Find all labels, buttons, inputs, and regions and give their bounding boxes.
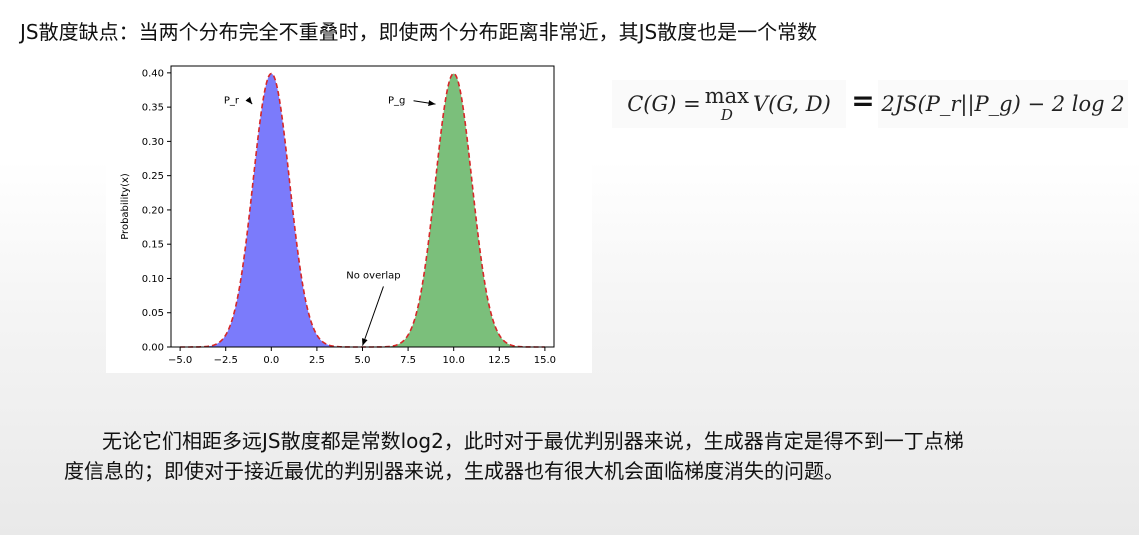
distribution-fills bbox=[183, 73, 542, 347]
slide-title: JS散度缺点：当两个分布完全不重叠时，即使两个分布距离非常近，其JS散度也是一个… bbox=[20, 20, 818, 44]
y-tick-label: 0.35 bbox=[142, 103, 164, 114]
y-tick-label: 0.20 bbox=[142, 205, 164, 216]
area-p-r bbox=[183, 73, 359, 347]
y-tick-label: 0.30 bbox=[142, 137, 164, 148]
formula-rhs: 2JS(P_r||P_g) − 2 log 2 bbox=[878, 80, 1128, 128]
max-label: max bbox=[704, 83, 749, 108]
distribution-plot: 0.00 0.05 0.10 0.15 0.20 0.25 0.30 0.35 0.40 −5.… bbox=[106, 62, 592, 373]
y-tick-label: 0.15 bbox=[142, 240, 164, 251]
plot-frame bbox=[170, 65, 555, 348]
max-operator: max D bbox=[704, 83, 749, 124]
x-axis-ticks: −5.0 −2.5 0.0 2.5 5.0 7.5 10.0 12.5 15.0 bbox=[168, 347, 556, 366]
formula-lhs: C(G) = max D V(G, D) bbox=[612, 80, 846, 128]
x-tick-label: 10.0 bbox=[443, 355, 465, 366]
explanation-paragraph: 无论它们相距多远JS散度都是常数log2，此时对于最优判别器来说，生成器肯定是得… bbox=[64, 426, 1084, 486]
density-curve bbox=[180, 72, 545, 348]
y-tick-label: 0.10 bbox=[142, 274, 164, 285]
y-tick-label: 0.05 bbox=[142, 308, 164, 319]
annotation-label: P_g bbox=[388, 96, 405, 107]
paragraph-line-1: 无论它们相距多远JS散度都是常数log2，此时对于最优判别器来说，生成器肯定是得… bbox=[102, 429, 964, 453]
x-tick-label: 5.0 bbox=[355, 355, 371, 366]
x-tick-label: 2.5 bbox=[309, 355, 325, 366]
formula-lhs-post: V(G, D) bbox=[753, 92, 831, 116]
x-tick-label: −5.0 bbox=[168, 355, 192, 366]
annotation-arrow bbox=[362, 286, 384, 346]
y-tick-label: 0.00 bbox=[142, 343, 164, 354]
y-axis-ticks: 0.00 0.05 0.10 0.15 0.20 0.25 0.30 0.35 0.40 bbox=[142, 68, 171, 354]
annotation-arrow bbox=[413, 100, 436, 107]
annotation-label: P_r bbox=[224, 96, 240, 107]
annotation-label: No overlap bbox=[346, 270, 400, 281]
y-tick-label: 0.40 bbox=[142, 68, 164, 79]
x-tick-label: 7.5 bbox=[400, 355, 416, 366]
chart-svg: 0.00 0.05 0.10 0.15 0.20 0.25 0.30 0.35 0.40 −5.… bbox=[120, 65, 556, 366]
area-p-g bbox=[366, 73, 542, 347]
x-tick-label: 0.0 bbox=[263, 355, 279, 366]
y-axis-label: Probability(x) bbox=[120, 173, 131, 240]
paragraph-line-2: 度信息的；即使对于接近最优的判别器来说，生成器也有很大机会面临梯度消失的问题。 bbox=[64, 459, 844, 483]
y-tick-label: 0.25 bbox=[142, 171, 164, 182]
max-subscript: D bbox=[720, 105, 733, 124]
x-tick-label: −2.5 bbox=[214, 355, 238, 366]
formula-lhs-pre: C(G) = bbox=[627, 92, 701, 116]
annotations: P_r P_g No overlap bbox=[224, 96, 436, 346]
formula-equals: = bbox=[851, 84, 875, 117]
x-tick-label: 12.5 bbox=[488, 355, 510, 366]
distribution-curves bbox=[180, 72, 545, 348]
annotation-arrow bbox=[245, 96, 253, 105]
x-tick-label: 15.0 bbox=[534, 355, 556, 366]
